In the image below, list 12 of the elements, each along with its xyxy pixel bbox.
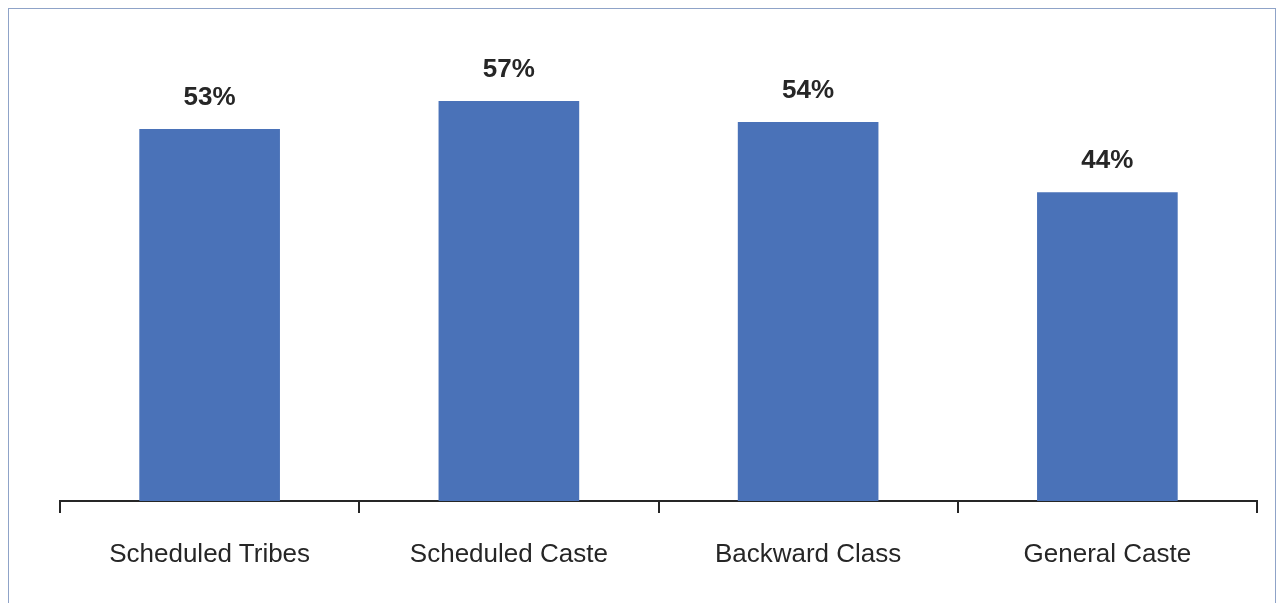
x-tick-label: Scheduled Tribes	[109, 537, 311, 568]
x-tick-label: Backward Class	[714, 537, 902, 568]
x-tick-label: Scheduled Caste	[409, 537, 608, 568]
bar	[438, 101, 580, 501]
data-label: 57%	[482, 53, 535, 84]
bar	[139, 129, 280, 501]
data-label: 54%	[782, 74, 835, 105]
data-label: 44%	[1081, 144, 1134, 175]
data-label: 53%	[183, 81, 236, 112]
bar	[1037, 192, 1178, 501]
x-tick-label: General Caste	[1023, 537, 1192, 568]
bar	[737, 122, 879, 501]
